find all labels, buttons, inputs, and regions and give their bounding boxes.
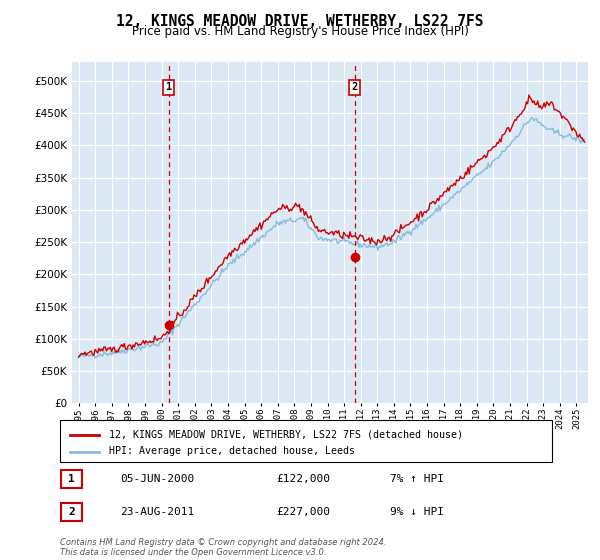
FancyBboxPatch shape	[60, 420, 552, 462]
Text: Price paid vs. HM Land Registry's House Price Index (HPI): Price paid vs. HM Land Registry's House …	[131, 25, 469, 38]
FancyBboxPatch shape	[61, 503, 82, 521]
Text: 1: 1	[68, 474, 75, 484]
Text: £227,000: £227,000	[276, 507, 330, 517]
Text: 23-AUG-2011: 23-AUG-2011	[120, 507, 194, 517]
Text: Contains HM Land Registry data © Crown copyright and database right 2024.
This d: Contains HM Land Registry data © Crown c…	[60, 538, 386, 557]
Text: 05-JUN-2000: 05-JUN-2000	[120, 474, 194, 484]
FancyBboxPatch shape	[61, 470, 82, 488]
Text: 12, KINGS MEADOW DRIVE, WETHERBY, LS22 7FS (detached house): 12, KINGS MEADOW DRIVE, WETHERBY, LS22 7…	[109, 430, 463, 440]
Text: 7% ↑ HPI: 7% ↑ HPI	[390, 474, 444, 484]
Text: HPI: Average price, detached house, Leeds: HPI: Average price, detached house, Leed…	[109, 446, 355, 456]
Text: 2: 2	[352, 82, 358, 92]
Text: £122,000: £122,000	[276, 474, 330, 484]
Text: 9% ↓ HPI: 9% ↓ HPI	[390, 507, 444, 517]
Text: 2: 2	[68, 507, 75, 517]
Text: 12, KINGS MEADOW DRIVE, WETHERBY, LS22 7FS: 12, KINGS MEADOW DRIVE, WETHERBY, LS22 7…	[116, 14, 484, 29]
Text: 1: 1	[166, 82, 172, 92]
